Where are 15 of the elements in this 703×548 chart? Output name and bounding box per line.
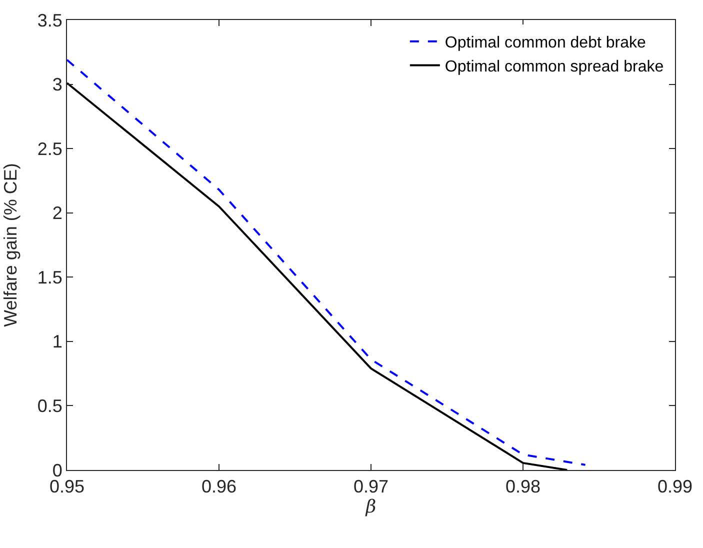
x-tick-label: 0.97 [353,476,389,497]
legend-label: Optimal common debt brake [444,34,646,52]
y-tick-label: 3 [52,74,62,95]
legend-label: Optimal common spread brake [444,58,664,76]
x-axis-title: β [364,496,376,518]
y-tick-label: 0.5 [37,396,62,416]
x-tick-label: 0.99 [657,476,693,497]
y-axis-title: Welfare gain (% CE) [0,163,21,327]
x-tick-label: 0.96 [201,476,237,497]
y-tick-label: 3.5 [37,10,62,30]
y-tick-label: 2 [52,203,62,224]
y-tick-label: 1.5 [37,267,62,288]
y-tick-label: 2.5 [37,138,62,159]
x-tick-label: 0.98 [505,476,541,497]
y-tick-label: 1 [52,332,62,352]
